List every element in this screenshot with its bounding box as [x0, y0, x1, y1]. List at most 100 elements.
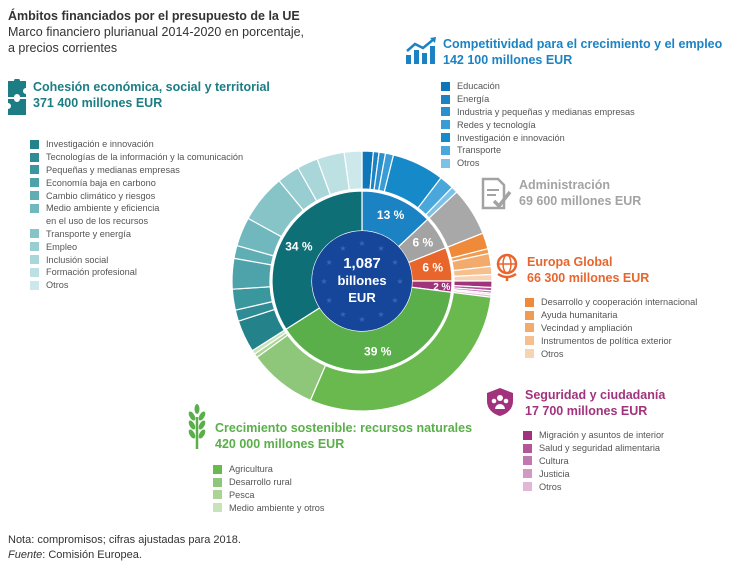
- legend-item: Otros: [441, 157, 635, 170]
- inner-label-seguridad-y-ciudadania: 2 %: [433, 282, 450, 293]
- seguridad-legend: Migración y asuntos de interior Salud y s…: [523, 429, 664, 493]
- inner-ring: [271, 190, 453, 372]
- crecimiento-amount: 420 000 millones EUR: [215, 437, 345, 451]
- inner-label-crecimiento-sostenible-recursos-naturales: 39 %: [364, 344, 392, 358]
- legend-item: Otros: [523, 480, 664, 493]
- europa-name: Europa Global: [527, 255, 613, 269]
- legend-label: Otros: [541, 348, 564, 359]
- crecimiento-name: Crecimiento sostenible: recursos natural…: [215, 421, 473, 435]
- legend-label: Migración y asuntos de interior: [539, 430, 665, 441]
- legend-label: Cultura: [539, 455, 569, 466]
- globe-icon: [494, 252, 520, 287]
- legend-item: Otros: [525, 347, 697, 360]
- legend-item: Medio ambiente y otros: [213, 501, 325, 514]
- legend-label: Desarrollo rural: [229, 477, 292, 488]
- cohesion-name: Cohesión económica, social y territorial: [33, 80, 270, 94]
- inner-label-competitividad-para-el-crecimiento-y-el-empleo: 13 %: [377, 208, 405, 222]
- legend-swatch: [525, 297, 534, 307]
- center-disc: ★ ★ ★ ★ ★ ★ ★ ★ ★ ★ ★ ★ 1,087 billones EUR: [312, 231, 412, 331]
- legend-swatch: [213, 490, 222, 500]
- legend-label: Transporte y energía: [46, 228, 131, 239]
- source-label: Fuente: [8, 549, 43, 561]
- legend-label: Medio ambiente y otros: [229, 502, 325, 513]
- eu-star-icon: ★: [377, 244, 384, 253]
- legend-swatch: [213, 477, 222, 487]
- legend-swatch: [213, 503, 222, 513]
- legend-label: Transporte: [457, 145, 502, 156]
- eu-star-icon: ★: [391, 258, 398, 267]
- legend-label: Vecindad y ampliación: [541, 322, 633, 333]
- legend-swatch: [441, 120, 450, 130]
- eu-star-icon: ★: [358, 315, 365, 324]
- legend-item: Justicia: [523, 467, 664, 480]
- legend-swatch: [523, 430, 532, 440]
- legend-item: Agricultura: [213, 463, 325, 476]
- legend-label: Investigación e innovación: [46, 139, 154, 150]
- legend-swatch: [30, 203, 39, 213]
- cohesion-amount: 371 400 millones EUR: [33, 96, 163, 110]
- eu-star-icon: ★: [326, 258, 333, 267]
- eu-star-icon: ★: [320, 277, 327, 286]
- document-check-icon: [480, 177, 512, 216]
- chart-subtitle-line2: a precios corrientes: [8, 41, 118, 55]
- legend-swatch: [523, 456, 532, 466]
- shield-people-icon: [485, 387, 515, 422]
- administracion-header: Administración 69 600 millones EUR: [519, 178, 641, 209]
- legend-swatch: [523, 443, 532, 453]
- legend-item: Otros: [30, 279, 243, 292]
- legend-item: Desarrollo rural: [213, 476, 325, 489]
- outer-slice-cohesion-economica-social-y-territorial-otros: [343, 150, 363, 191]
- legend-label: Desarrollo y cooperación internacional: [541, 297, 698, 308]
- legend-label: Agricultura: [229, 464, 273, 475]
- wheat-icon: [186, 403, 208, 456]
- inner-label-cohesion-economica-social-y-territorial: 34 %: [285, 239, 313, 253]
- competitividad-header: Competitividad para el crecimiento y el …: [443, 37, 722, 68]
- legend-label: Instrumentos de política exterior: [541, 335, 672, 346]
- legend-label: Redes y tecnología: [457, 119, 536, 130]
- footnote: Nota: compromisos; cifras ajustadas para…: [8, 533, 241, 563]
- legend-label: Empleo: [46, 241, 78, 252]
- legend-item: Redes y tecnología: [441, 118, 635, 131]
- legend-label: Industria y pequeñas y medianas empresas: [457, 106, 635, 117]
- legend-swatch: [30, 229, 39, 239]
- legend-item: Educación: [441, 80, 635, 93]
- legend-label: Salud y seguridad alimentaria: [539, 443, 661, 454]
- europa-amount: 66 300 millones EUR: [527, 271, 650, 285]
- eu-star-icon: ★: [339, 244, 346, 253]
- eu-star-icon: ★: [377, 310, 384, 319]
- legend-label: Tecnologías de la información y la comun…: [46, 152, 244, 163]
- legend-item: Instrumentos de política exterior: [525, 334, 697, 347]
- outer-ring: [231, 150, 493, 412]
- source-line: Fuente: Comisión Europea.: [8, 548, 241, 563]
- legend-item: Industria y pequeñas y medianas empresas: [441, 106, 635, 119]
- legend-swatch: [30, 267, 39, 277]
- europa-header: Europa Global 66 300 millones EUR: [527, 255, 649, 286]
- legend-item: Cambio climático y riesgos: [30, 189, 243, 202]
- legend-label: Ayuda humanitaria: [541, 310, 618, 321]
- chart-subtitle-line1: Marco financiero plurianual 2014-2020 en…: [8, 25, 305, 39]
- legend-swatch: [30, 191, 39, 201]
- crecimiento-header: Crecimiento sostenible: recursos natural…: [215, 421, 472, 452]
- eu-star-icon: ★: [391, 296, 398, 305]
- legend-item: Energía: [441, 93, 635, 106]
- legend-label: Justicia: [539, 468, 570, 479]
- legend-swatch: [441, 158, 450, 168]
- legend-item: Investigación e innovación: [30, 138, 243, 151]
- legend-item: Transporte: [441, 144, 635, 157]
- legend-item: Formación profesional: [30, 266, 243, 279]
- legend-swatch: [30, 178, 39, 188]
- cohesion-header: Cohesión económica, social y territorial…: [33, 80, 270, 111]
- legend-swatch: [30, 242, 39, 252]
- center-total-currency: EUR: [348, 290, 376, 305]
- legend-swatch: [30, 280, 39, 290]
- legend-item: Vecindad y ampliación: [525, 322, 697, 335]
- administracion-name: Administración: [519, 178, 610, 192]
- legend-item: Cultura: [523, 455, 664, 468]
- legend-item: Ayuda humanitaria: [525, 309, 697, 322]
- legend-item: Investigación e innovación: [441, 131, 635, 144]
- legend-item: Economía baja en carbono: [30, 176, 243, 189]
- legend-swatch: [441, 107, 450, 117]
- seguridad-header: Seguridad y ciudadanía 17 700 millones E…: [525, 388, 665, 419]
- legend-swatch: [441, 133, 450, 143]
